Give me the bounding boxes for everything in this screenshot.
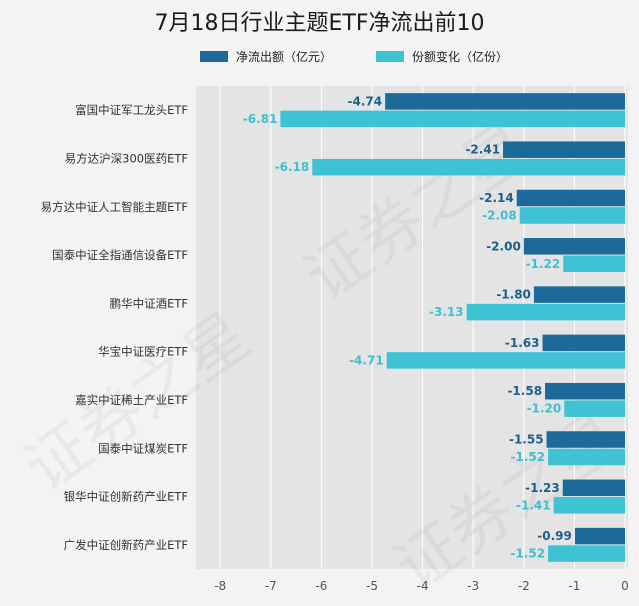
category-label: 银华中证创新药产业ETF [64,490,188,504]
category-labels: 富国中证军工龙头ETF 易方达沪深300医药ETF 易方达中证人工智能主题ETF 国泰… [41,103,188,552]
x-tick-label: 0 [621,579,629,593]
bar-share-change [519,207,625,224]
data-label-outflow: -2.14 [479,191,514,205]
data-label-outflow: -1.80 [496,288,531,302]
x-tick-label: -7 [265,579,277,593]
category-label: 华宝中证医疗ETF [98,345,188,359]
bar-outflow [546,431,625,448]
category-label: 鹏华中证酒ETF [110,296,188,310]
x-tick-label: -2 [518,579,530,593]
category-label: 易方达中证人工智能主题ETF [41,200,188,214]
x-tick-label: -4 [417,579,429,593]
bar-outflow [542,334,625,352]
bar-outflow [574,527,625,545]
bar-share-change [466,303,625,321]
data-label-share-change: -4.71 [349,353,384,367]
legend-swatch-outflow [200,51,228,62]
x-axis-ticks: -8 -7 -6 -5 -4 -3 -2 -1 0 [214,579,629,593]
bar-share-change [564,400,625,417]
category-label: 广发中证创新药产业ETF [64,538,188,552]
data-label-share-change: -1.52 [510,450,545,464]
data-label-outflow: -1.63 [505,336,540,350]
x-tick-label: -5 [366,579,378,593]
data-label-share-change: -1.52 [510,547,545,561]
bar-outflow [523,238,625,255]
data-label-outflow: -4.74 [348,94,383,108]
bar-share-change [386,352,625,369]
category-label: 国泰中证煤炭ETF [98,441,188,455]
x-tick-label: -3 [467,579,479,593]
bars [280,93,625,562]
data-label-share-change: -3.13 [429,305,464,319]
bar-share-change [548,545,625,562]
data-labels: -4.74 -6.81 -2.41 -6.18 -2.14 -2.08 -2.00 -1.22… [243,94,572,560]
data-label-outflow: -2.41 [465,143,500,157]
bar-share-change [312,158,625,176]
legend-label-outflow: 净流出额（亿元） [236,49,332,64]
data-label-share-change: -2.08 [482,209,517,223]
category-label: 富国中证军工龙头ETF [75,103,188,117]
chart-title: 7月18日行业主题ETF净流出前10 [155,11,485,36]
data-label-outflow: -2.00 [486,239,521,253]
data-label-share-change: -6.18 [275,160,310,174]
bar-outflow [503,141,625,158]
bar-outflow [562,479,625,497]
chart-legend: 净流出额（亿元） 份额变化（亿份） [200,49,508,64]
category-label: 国泰中证全指通信设备ETF [52,248,188,262]
bar-outflow [545,382,625,400]
data-label-outflow: -0.99 [537,529,572,543]
data-label-outflow: -1.23 [525,481,560,495]
x-tick-label: -1 [568,579,580,593]
bar-share-change [563,255,625,273]
x-tick-label: -8 [214,579,226,593]
legend-swatch-share-change [376,51,404,62]
data-label-share-change: -6.81 [243,112,278,126]
data-label-share-change: -1.20 [527,402,562,416]
bar-share-change [548,448,625,466]
bar-outflow [516,189,625,207]
data-label-outflow: -1.55 [509,433,544,447]
bar-outflow [385,93,625,110]
bar-outflow [533,286,625,303]
category-label: 易方达沪深300医药ETF [65,151,188,165]
data-label-share-change: -1.41 [516,498,551,512]
data-label-outflow: -1.58 [507,384,542,398]
x-tick-label: -6 [315,579,327,593]
legend-label-share-change: 份额变化（亿份） [412,49,508,64]
bar-share-change [280,110,625,128]
bar-share-change [553,497,625,514]
data-label-share-change: -1.22 [526,257,561,271]
category-label: 嘉实中证稀土产业ETF [75,393,188,407]
